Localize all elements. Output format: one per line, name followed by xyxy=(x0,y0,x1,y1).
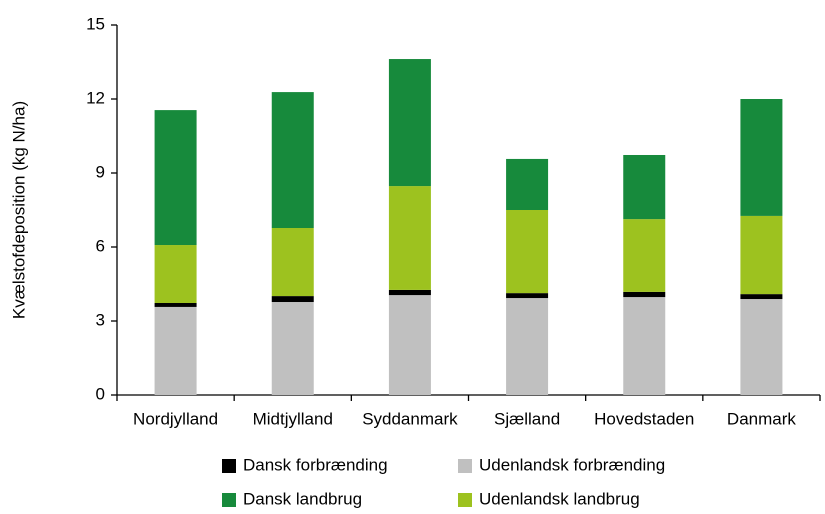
x-tick-label: Syddanmark xyxy=(362,409,458,428)
legend-label: Dansk landbrug xyxy=(243,489,362,508)
y-tick-label: 0 xyxy=(96,384,105,403)
bar-segment xyxy=(271,302,314,395)
bar-segment xyxy=(506,293,549,299)
bar-segment xyxy=(154,302,197,307)
bar-segment xyxy=(506,210,549,294)
bar-segment xyxy=(388,186,431,290)
bar-segment xyxy=(388,59,431,187)
bar-segment xyxy=(388,289,431,296)
bar-segment xyxy=(623,291,666,298)
legend-label: Udenlandsk forbrænding xyxy=(479,455,665,474)
bar-segment xyxy=(740,215,783,295)
bar-segment xyxy=(154,245,197,303)
x-tick-label: Nordjylland xyxy=(133,409,218,428)
bar-segment xyxy=(740,294,783,300)
legend-swatch xyxy=(222,493,236,507)
y-tick-label: 12 xyxy=(86,88,105,107)
x-tick-label: Sjælland xyxy=(494,409,560,428)
x-tick-label: Midtjylland xyxy=(253,409,333,428)
bar-segment xyxy=(623,219,666,292)
bar-segment xyxy=(388,295,431,395)
bar-segment xyxy=(154,306,197,395)
legend-label: Dansk forbrænding xyxy=(243,455,388,474)
bar-segment xyxy=(623,297,666,395)
legend-label: Udenlandsk landbrug xyxy=(479,489,640,508)
bar-segment xyxy=(506,158,549,210)
bar-segment xyxy=(740,299,783,395)
bar-segment xyxy=(740,99,783,216)
y-tick-label: 9 xyxy=(96,162,105,181)
bar-segment xyxy=(623,154,666,220)
x-tick-label: Hovedstaden xyxy=(594,409,694,428)
legend-swatch xyxy=(458,459,472,473)
bar-segment xyxy=(271,296,314,303)
bar-segment xyxy=(154,110,197,246)
bar-segment xyxy=(271,92,314,229)
y-tick-label: 3 xyxy=(96,310,105,329)
y-tick-label: 15 xyxy=(86,14,105,33)
y-axis-label: Kvælstofdeposition (kg N/ha) xyxy=(9,101,28,319)
legend-swatch xyxy=(222,459,236,473)
bar-segment xyxy=(506,298,549,395)
y-tick-label: 6 xyxy=(96,236,105,255)
x-tick-label: Danmark xyxy=(727,409,796,428)
legend-swatch xyxy=(458,493,472,507)
bar-segment xyxy=(271,228,314,297)
